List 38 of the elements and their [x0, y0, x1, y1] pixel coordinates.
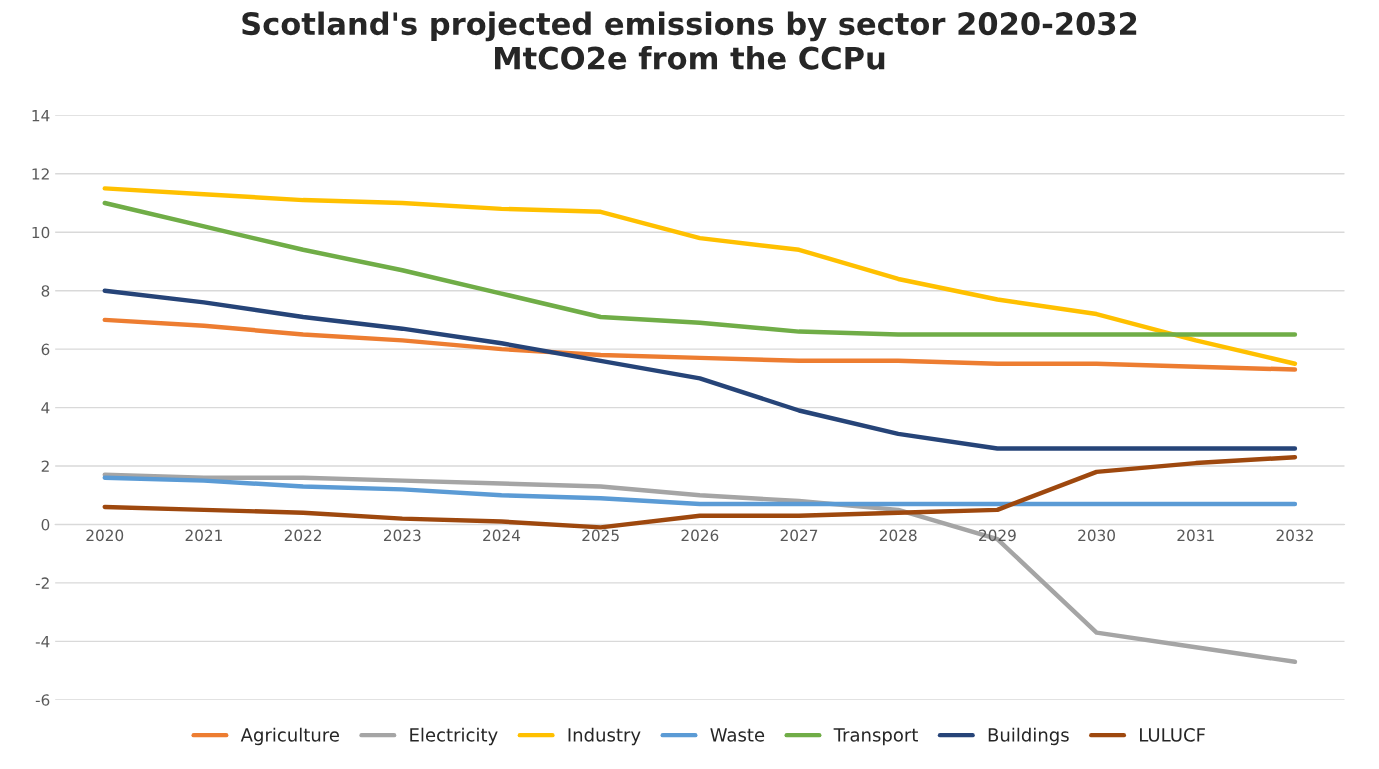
x-tick-label: 2030	[1078, 529, 1115, 542]
x-tick-label: 2021	[185, 529, 222, 542]
legend-label: LULUCF	[1140, 728, 1205, 742]
x-tick-label: 2024	[483, 529, 521, 542]
line-series	[102, 288, 1298, 451]
x-tick-label: 2032	[1276, 529, 1313, 542]
y-tick-label: 12	[32, 168, 49, 180]
line-series	[102, 475, 1298, 507]
y-tick-label: 4	[41, 402, 50, 414]
x-tick-label: 2028	[879, 529, 917, 542]
line-series	[102, 455, 1298, 530]
y-tick-label: -4	[35, 636, 50, 648]
x-tick-label: 2027	[780, 529, 818, 542]
line-series	[102, 200, 1298, 337]
x-tick-label: 2026	[681, 529, 719, 542]
line-series	[102, 186, 1298, 366]
legend-label: Waste	[710, 728, 765, 742]
y-tick-label: 2	[41, 460, 49, 472]
y-tick-label: -6	[35, 694, 50, 706]
y-tick-label: 14	[32, 110, 50, 122]
y-tick-label: 0	[41, 518, 50, 531]
x-tick-label: 2025	[582, 529, 619, 542]
y-tick-label: 8	[41, 285, 50, 297]
line-series	[102, 317, 1298, 372]
x-tick-label: 2022	[284, 529, 322, 542]
x-tick-label: 2031	[1177, 529, 1214, 542]
y-tick-label: 6	[41, 343, 50, 356]
x-tick-label: 2020	[86, 529, 124, 542]
legend-label: Agriculture	[240, 727, 339, 746]
legend-label: Buildings	[988, 727, 1069, 746]
legend-label: Electricity	[410, 727, 498, 746]
y-tick-label: 10	[32, 226, 50, 239]
y-tick-label: -2	[35, 577, 49, 589]
x-tick-label: 2029	[979, 529, 1016, 542]
legend-label: Industry	[568, 727, 641, 746]
x-tick-label: 2023	[383, 529, 421, 542]
chart-title: Scotland's projected emissions by sector 2020-2032 MtCO2e from the CCPu	[242, 11, 1137, 70]
legend-label: Transport	[833, 728, 918, 746]
